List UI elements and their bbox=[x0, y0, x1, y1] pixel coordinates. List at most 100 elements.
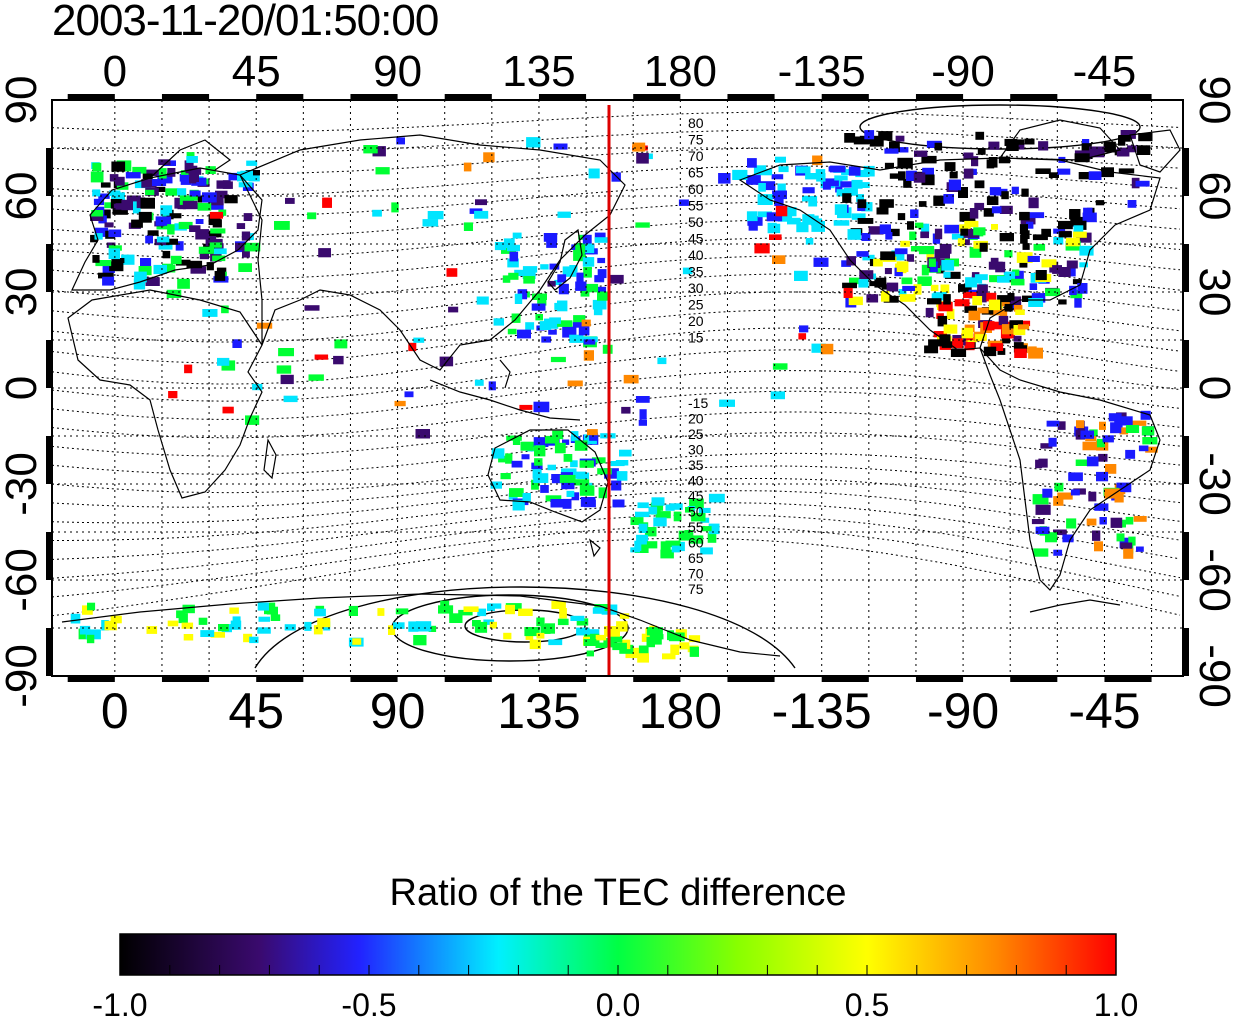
tec-patch bbox=[1102, 435, 1114, 443]
tec-patch bbox=[612, 642, 627, 651]
tec-patch bbox=[540, 264, 549, 270]
tec-patch bbox=[799, 325, 809, 333]
tec-patch bbox=[427, 211, 444, 220]
tec-patch bbox=[638, 419, 647, 426]
lat-tick-label-right: 0 bbox=[1190, 376, 1239, 400]
tec-patch bbox=[550, 356, 566, 363]
tec-patch bbox=[1041, 228, 1051, 237]
tec-patch bbox=[635, 222, 650, 228]
tec-patch bbox=[757, 194, 773, 205]
tec-patch bbox=[634, 542, 649, 553]
frame-bar-bottom bbox=[161, 676, 210, 682]
tec-patch bbox=[112, 205, 128, 215]
colorbar-tick-label: 0.0 bbox=[596, 987, 640, 1023]
tec-patch bbox=[1095, 200, 1105, 206]
tec-patch bbox=[619, 449, 632, 457]
tec-patch bbox=[1074, 153, 1090, 163]
tec-patch bbox=[963, 168, 974, 179]
tec-patch bbox=[670, 644, 680, 655]
tec-patch bbox=[205, 230, 222, 238]
tec-patch bbox=[1066, 518, 1077, 529]
tec-patch bbox=[639, 409, 647, 420]
tec-patch bbox=[98, 193, 110, 199]
timestamp-title: 2003-11-20/01:50:00 bbox=[52, 0, 439, 45]
tec-patch bbox=[1065, 237, 1080, 247]
tec-patch bbox=[534, 458, 543, 466]
tec-patch bbox=[314, 354, 329, 360]
contour-label: 75 bbox=[688, 132, 704, 148]
tec-patch bbox=[913, 172, 926, 183]
tec-patch bbox=[213, 248, 227, 255]
tec-patch bbox=[597, 291, 610, 301]
tec-patch bbox=[1001, 191, 1009, 200]
frame-bar-bottom bbox=[350, 676, 398, 682]
contour-label: 35 bbox=[688, 264, 704, 280]
tec-patch bbox=[1072, 279, 1082, 285]
tec-patch bbox=[1142, 437, 1158, 445]
contour-label: 50 bbox=[688, 504, 704, 520]
tec-patch bbox=[1013, 335, 1022, 342]
tec-patch bbox=[195, 229, 210, 240]
tec-patch bbox=[983, 346, 997, 357]
tec-patch bbox=[796, 222, 809, 233]
frame-bar-top bbox=[633, 94, 681, 100]
tec-patch bbox=[162, 263, 173, 270]
tec-patch bbox=[673, 511, 682, 522]
tec-patch bbox=[1042, 488, 1053, 498]
tec-patch bbox=[922, 167, 934, 177]
tec-patch bbox=[644, 527, 657, 537]
tec-patch bbox=[944, 271, 961, 279]
tec-patch bbox=[158, 168, 167, 179]
tec-patch bbox=[637, 502, 649, 509]
lon-tick-label-bottom: 0 bbox=[101, 683, 129, 739]
lat-tick-label-right: 30 bbox=[1190, 268, 1239, 317]
tec-patch bbox=[1035, 526, 1050, 534]
tec-patch bbox=[1020, 235, 1028, 244]
tec-patch bbox=[265, 602, 276, 613]
tec-patch bbox=[646, 627, 663, 636]
tec-patch bbox=[408, 621, 419, 632]
tec-patch bbox=[1013, 325, 1026, 336]
tec-patch bbox=[997, 348, 1006, 355]
tec-patch bbox=[891, 250, 905, 261]
tec-patch bbox=[533, 437, 549, 447]
tec-patch bbox=[175, 259, 191, 266]
tec-patch bbox=[1099, 517, 1107, 525]
tec-patch bbox=[1035, 504, 1051, 515]
tec-patch bbox=[569, 265, 578, 273]
tec-patch bbox=[180, 174, 192, 185]
tec-patch bbox=[1127, 200, 1137, 208]
lon-tick-label-top: 180 bbox=[644, 47, 717, 96]
tec-patch bbox=[507, 328, 517, 335]
tec-patch bbox=[475, 199, 487, 206]
tec-patch bbox=[235, 242, 250, 251]
tec-patch bbox=[1125, 516, 1134, 525]
tec-patch bbox=[70, 613, 81, 624]
tec-patch bbox=[569, 334, 584, 343]
tec-patch bbox=[657, 357, 667, 365]
tec-patch bbox=[856, 251, 869, 257]
tec-patch bbox=[428, 625, 437, 632]
tec-patch bbox=[131, 219, 143, 228]
tec-patch bbox=[283, 395, 298, 403]
tec-patch bbox=[1079, 262, 1088, 268]
tec-patch bbox=[559, 474, 576, 483]
tec-patch bbox=[813, 257, 829, 267]
tec-patch bbox=[748, 221, 758, 231]
tec-patch bbox=[883, 295, 899, 303]
colorbar-tick-label: -1.0 bbox=[92, 987, 147, 1023]
tec-patch bbox=[408, 342, 417, 352]
tec-patch bbox=[157, 174, 173, 184]
frame-bar-bottom bbox=[67, 676, 115, 682]
tec-patch bbox=[146, 626, 158, 634]
tec-patch bbox=[94, 233, 103, 240]
contour-line bbox=[51, 255, 1181, 301]
tec-patch bbox=[906, 170, 917, 181]
contour-label: 45 bbox=[688, 488, 704, 504]
tec-patch bbox=[1125, 449, 1136, 459]
tec-patch bbox=[334, 339, 348, 349]
contour-label: 40 bbox=[688, 247, 704, 263]
tec-patch bbox=[937, 315, 948, 327]
contour-label: 20 bbox=[688, 313, 704, 329]
tec-patch bbox=[861, 182, 870, 188]
